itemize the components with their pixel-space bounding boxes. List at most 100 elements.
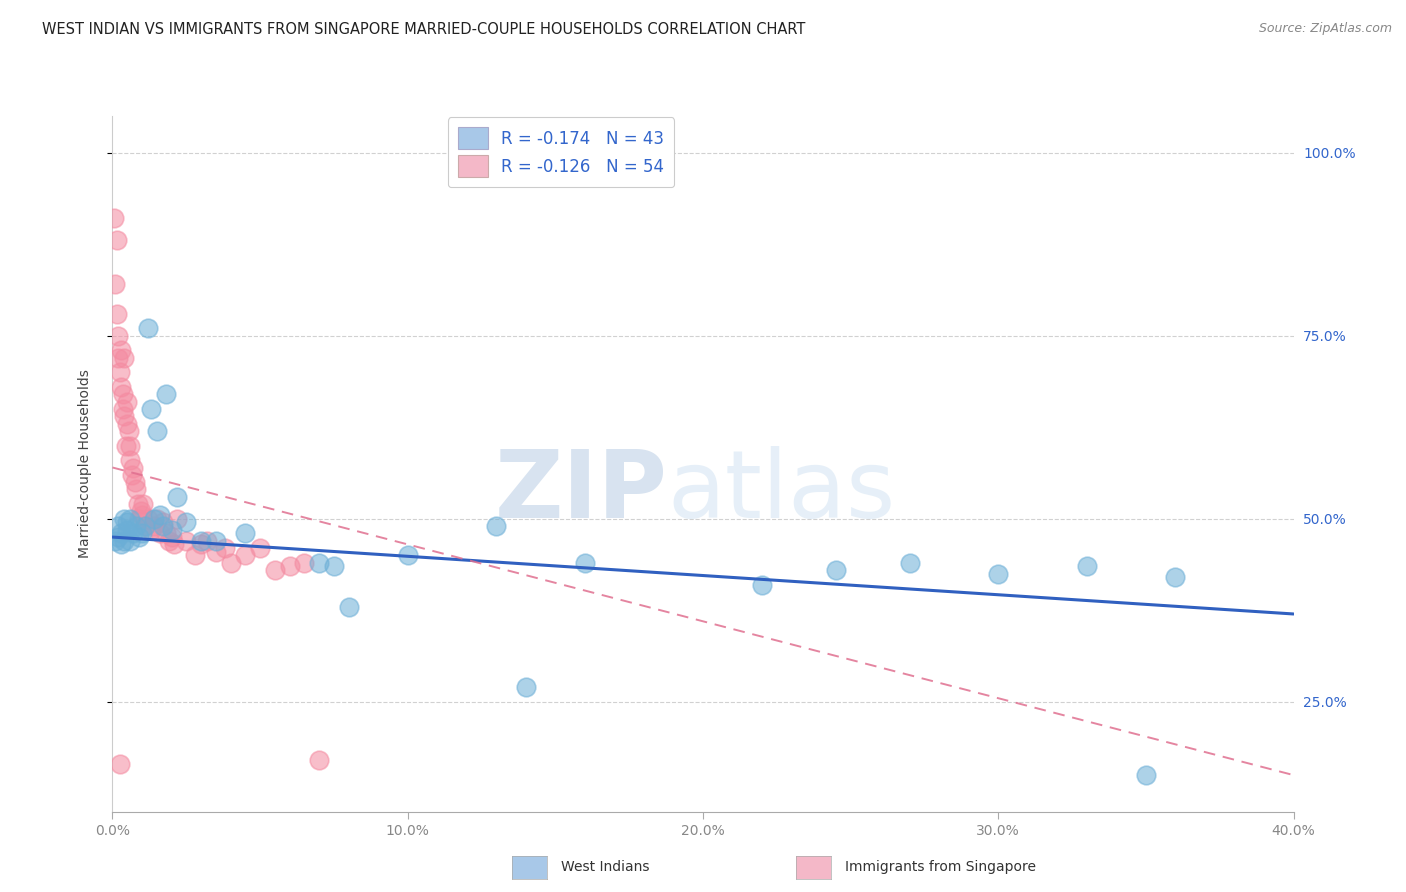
Point	[136, 512, 159, 526]
Point	[125, 483, 148, 497]
Point	[132, 497, 155, 511]
Point	[278, 559, 301, 574]
Point	[104, 277, 127, 292]
Point	[118, 424, 141, 438]
Point	[128, 530, 150, 544]
Point	[155, 387, 177, 401]
Point	[107, 519, 129, 533]
Point	[117, 516, 138, 530]
Text: Source: ZipAtlas.com: Source: ZipAtlas.com	[1258, 22, 1392, 36]
Point	[152, 516, 174, 530]
Point	[131, 526, 153, 541]
Point	[264, 563, 287, 577]
Point	[105, 234, 128, 248]
Point	[125, 519, 148, 533]
Point	[131, 508, 153, 522]
Point	[110, 537, 132, 551]
Point	[160, 523, 183, 537]
Text: WEST INDIAN VS IMMIGRANTS FROM SINGAPORE MARRIED-COUPLE HOUSEHOLDS CORRELATION C: WEST INDIAN VS IMMIGRANTS FROM SINGAPORE…	[42, 22, 806, 37]
Point	[149, 526, 172, 541]
Point	[1135, 768, 1157, 782]
Point	[152, 519, 174, 533]
Point	[574, 556, 596, 570]
Point	[1076, 559, 1098, 574]
Point	[396, 549, 419, 563]
Point	[160, 530, 183, 544]
Point	[190, 537, 212, 551]
Point	[898, 556, 921, 570]
Point	[117, 394, 138, 409]
Point	[249, 541, 271, 555]
Point	[117, 523, 138, 537]
Point	[110, 380, 132, 394]
Point	[184, 549, 207, 563]
Point	[323, 559, 346, 574]
Point	[142, 519, 165, 533]
Text: ZIP: ZIP	[495, 446, 668, 538]
Point	[103, 211, 125, 226]
Y-axis label: Married-couple Households: Married-couple Households	[77, 369, 91, 558]
Point	[139, 523, 162, 537]
Point	[146, 424, 169, 438]
Point	[122, 526, 145, 541]
Point	[114, 438, 136, 452]
Point	[139, 401, 162, 416]
Point	[146, 512, 169, 526]
Point	[751, 577, 773, 591]
Point	[987, 566, 1010, 581]
Text: West Indians: West Indians	[561, 861, 650, 874]
Point	[110, 343, 132, 358]
Text: Immigrants from Singapore: Immigrants from Singapore	[845, 861, 1036, 874]
Point	[155, 526, 177, 541]
Point	[205, 533, 228, 548]
Point	[105, 307, 128, 321]
Point	[122, 460, 145, 475]
Point	[233, 526, 256, 541]
Point	[120, 533, 142, 548]
Point	[149, 508, 172, 522]
Point	[111, 401, 134, 416]
Point	[112, 512, 135, 526]
Point	[136, 321, 159, 335]
Point	[292, 556, 315, 570]
Point	[134, 519, 156, 533]
Point	[120, 438, 142, 452]
Point	[107, 351, 129, 365]
Point	[112, 533, 135, 548]
Point	[485, 519, 508, 533]
Point	[108, 365, 131, 379]
Point	[157, 533, 180, 548]
Point	[134, 519, 156, 533]
Point	[104, 533, 127, 548]
Point	[107, 328, 129, 343]
Point	[112, 351, 135, 365]
Point	[233, 549, 256, 563]
Point	[1164, 570, 1187, 584]
Point	[163, 537, 186, 551]
Point	[214, 541, 236, 555]
Point	[124, 475, 146, 490]
Point	[174, 516, 197, 530]
Point	[112, 409, 135, 424]
Point	[107, 530, 129, 544]
Point	[127, 497, 149, 511]
Point	[117, 417, 138, 431]
Point	[111, 387, 134, 401]
Text: atlas: atlas	[668, 446, 896, 538]
Point	[128, 512, 150, 526]
Point	[190, 533, 212, 548]
Point	[219, 556, 242, 570]
Point	[308, 754, 330, 768]
Point	[142, 512, 165, 526]
Point	[205, 545, 228, 559]
Point	[120, 512, 142, 526]
Point	[166, 490, 188, 504]
Legend: R = -0.174   N = 43, R = -0.126   N = 54: R = -0.174 N = 43, R = -0.126 N = 54	[449, 118, 675, 186]
Point	[121, 467, 143, 482]
Point	[120, 453, 142, 467]
Point	[108, 757, 131, 772]
Point	[195, 533, 218, 548]
Point	[337, 599, 360, 614]
Point	[824, 563, 846, 577]
Point	[515, 680, 537, 694]
